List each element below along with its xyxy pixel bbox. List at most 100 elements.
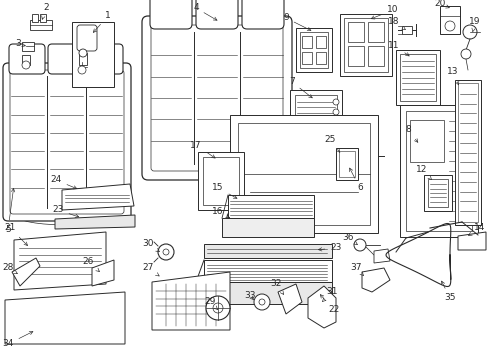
- Circle shape: [163, 249, 169, 255]
- Bar: [40, 14, 46, 22]
- Bar: [316, 52, 326, 64]
- Text: 4: 4: [193, 4, 217, 20]
- Bar: [406, 111, 472, 231]
- Polygon shape: [196, 282, 332, 304]
- Circle shape: [463, 25, 477, 39]
- Circle shape: [227, 209, 245, 227]
- Text: 25: 25: [324, 135, 340, 152]
- Bar: [79, 53, 87, 65]
- Circle shape: [232, 214, 240, 222]
- Circle shape: [333, 119, 339, 125]
- Polygon shape: [62, 184, 134, 210]
- Circle shape: [445, 21, 455, 31]
- Bar: [290, 90, 342, 152]
- Bar: [344, 18, 388, 72]
- Text: 19: 19: [469, 18, 481, 32]
- Text: 23: 23: [318, 243, 342, 252]
- Polygon shape: [228, 195, 314, 218]
- Text: 23: 23: [52, 206, 79, 217]
- Bar: [428, 179, 448, 207]
- Text: 6: 6: [349, 168, 363, 193]
- Circle shape: [78, 66, 86, 74]
- Text: 27: 27: [142, 264, 159, 276]
- Polygon shape: [92, 260, 114, 286]
- Polygon shape: [362, 268, 390, 292]
- Bar: [424, 175, 452, 211]
- Circle shape: [158, 244, 174, 260]
- FancyBboxPatch shape: [242, 0, 284, 29]
- Circle shape: [79, 49, 87, 57]
- Text: 35: 35: [441, 281, 456, 302]
- Circle shape: [206, 296, 230, 320]
- Polygon shape: [308, 286, 336, 328]
- Bar: [32, 14, 38, 22]
- Bar: [368, 46, 384, 66]
- FancyBboxPatch shape: [9, 44, 45, 74]
- Bar: [348, 46, 364, 66]
- Text: 24: 24: [50, 175, 77, 189]
- Bar: [455, 80, 481, 225]
- Circle shape: [333, 109, 339, 115]
- Bar: [400, 105, 478, 237]
- Circle shape: [259, 299, 265, 305]
- Circle shape: [354, 239, 366, 251]
- Circle shape: [333, 99, 339, 105]
- Bar: [440, 6, 460, 34]
- Polygon shape: [374, 249, 390, 263]
- Circle shape: [333, 129, 339, 135]
- FancyBboxPatch shape: [150, 0, 192, 29]
- Text: 33: 33: [244, 292, 256, 301]
- Polygon shape: [5, 292, 125, 344]
- Bar: [336, 148, 358, 180]
- Bar: [198, 152, 244, 210]
- Bar: [302, 36, 312, 48]
- Text: 13: 13: [447, 68, 459, 85]
- Circle shape: [254, 294, 270, 310]
- Text: 15: 15: [212, 184, 237, 198]
- Bar: [368, 22, 384, 42]
- Bar: [22, 42, 34, 51]
- Polygon shape: [12, 258, 40, 286]
- Bar: [230, 115, 378, 233]
- Bar: [396, 50, 440, 105]
- FancyBboxPatch shape: [196, 0, 238, 29]
- Text: 37: 37: [350, 264, 364, 275]
- Text: 9: 9: [283, 13, 311, 31]
- Text: 26: 26: [82, 257, 99, 271]
- Text: 31: 31: [322, 288, 338, 302]
- Polygon shape: [55, 215, 135, 229]
- Polygon shape: [204, 260, 332, 282]
- Circle shape: [213, 303, 223, 313]
- Bar: [302, 52, 312, 64]
- Text: 14: 14: [468, 224, 486, 235]
- Bar: [316, 36, 326, 48]
- Bar: [339, 151, 355, 177]
- Text: 16: 16: [212, 207, 229, 218]
- Bar: [296, 28, 332, 72]
- Text: 22: 22: [320, 294, 340, 315]
- Text: 1: 1: [93, 12, 111, 32]
- Text: 2: 2: [42, 4, 49, 19]
- FancyBboxPatch shape: [142, 16, 292, 180]
- Text: 36: 36: [342, 234, 357, 244]
- Bar: [22, 55, 30, 65]
- Bar: [340, 14, 392, 76]
- FancyBboxPatch shape: [3, 63, 131, 221]
- Text: 20: 20: [434, 0, 449, 9]
- Text: 28: 28: [2, 264, 18, 274]
- Polygon shape: [458, 232, 486, 250]
- Polygon shape: [278, 284, 302, 314]
- Text: 10: 10: [371, 5, 399, 19]
- Bar: [203, 157, 239, 205]
- Bar: [30, 20, 52, 30]
- Circle shape: [22, 61, 30, 69]
- Text: 11: 11: [388, 40, 409, 56]
- Polygon shape: [222, 218, 314, 237]
- Bar: [410, 120, 444, 162]
- Text: 5: 5: [5, 188, 15, 234]
- FancyBboxPatch shape: [48, 44, 84, 74]
- Polygon shape: [204, 244, 332, 258]
- Polygon shape: [152, 272, 230, 330]
- Text: 8: 8: [405, 126, 418, 142]
- Bar: [238, 123, 370, 225]
